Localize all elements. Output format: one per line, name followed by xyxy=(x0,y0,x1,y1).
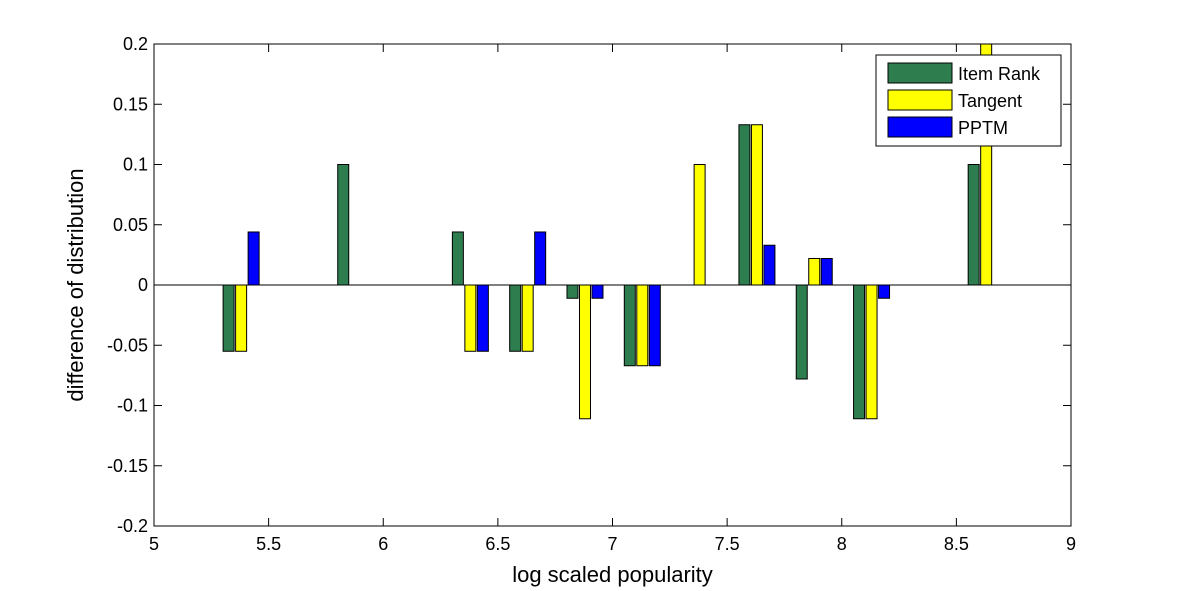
bar-tangent-8 xyxy=(808,257,821,286)
bar-tangent-0 xyxy=(235,284,248,352)
legend-swatch xyxy=(887,89,953,111)
bar-tangent-7 xyxy=(750,124,763,286)
bar-pptm-5 xyxy=(648,284,661,367)
bar-pptm-3 xyxy=(534,231,547,286)
x-tick-label: 9 xyxy=(1066,534,1076,554)
legend-swatch xyxy=(887,62,953,84)
y-tick-label: -0.1 xyxy=(117,396,148,416)
x-axis-ticks: 5 5.5 6 6.5 7 7.5 8 8.5 9 xyxy=(149,44,1076,554)
legend-swatch xyxy=(887,116,953,138)
y-tick-label: 0.1 xyxy=(123,155,148,175)
bar-tangent-6 xyxy=(693,164,706,286)
legend-label: Item Rank xyxy=(958,64,1041,84)
legend-label: Tangent xyxy=(958,91,1022,111)
bar-tangent-2 xyxy=(464,284,477,352)
bar-item-rank-8 xyxy=(795,284,808,380)
y-tick-label: 0.15 xyxy=(113,94,148,114)
bar-item-rank-10 xyxy=(967,164,980,286)
bar-item-rank-9 xyxy=(853,284,866,420)
bar-pptm-8 xyxy=(820,257,833,286)
bar-item-rank-3 xyxy=(509,284,522,352)
bar-item-rank-7 xyxy=(738,124,751,286)
bar-pptm-7 xyxy=(763,244,776,286)
y-axis-label: difference of distribution xyxy=(63,168,88,401)
x-tick-label: 6 xyxy=(378,534,388,554)
bar-tangent-9 xyxy=(865,284,878,420)
bar-pptm-4 xyxy=(591,284,604,299)
x-tick-label: 8.5 xyxy=(944,534,969,554)
legend: Item Rank Tangent PPTM xyxy=(875,54,1062,147)
y-tick-label: -0.15 xyxy=(107,456,148,476)
bar-item-rank-1 xyxy=(337,164,350,286)
x-tick-label: 7 xyxy=(607,534,617,554)
bar-item-rank-5 xyxy=(623,284,636,367)
x-tick-label: 8 xyxy=(837,534,847,554)
x-tick-label: 6.5 xyxy=(485,534,510,554)
bar-tangent-4 xyxy=(578,284,591,420)
bar-pptm-0 xyxy=(247,231,260,286)
bar-tangent-3 xyxy=(521,284,534,352)
x-tick-label: 5.5 xyxy=(256,534,281,554)
bar-item-rank-4 xyxy=(566,284,579,299)
x-tick-label: 5 xyxy=(149,534,159,554)
x-tick-label: 7.5 xyxy=(715,534,740,554)
bar-item-rank-0 xyxy=(222,284,235,352)
y-tick-label: -0.2 xyxy=(117,516,148,536)
y-tick-label: -0.05 xyxy=(107,335,148,355)
bar-pptm-9 xyxy=(878,284,891,299)
legend-label: PPTM xyxy=(958,118,1008,138)
bar-tangent-5 xyxy=(636,284,649,367)
y-axis-ticks: -0.2 -0.15 -0.1 -0.05 0 0.05 0.1 0.15 0.2 xyxy=(107,34,1071,536)
x-axis-label: log scaled popularity xyxy=(512,562,713,587)
bar-item-rank-2 xyxy=(451,231,464,286)
bar-pptm-2 xyxy=(476,284,489,352)
y-tick-label: 0.05 xyxy=(113,215,148,235)
y-tick-label: 0 xyxy=(138,275,148,295)
y-tick-label: 0.2 xyxy=(123,34,148,54)
